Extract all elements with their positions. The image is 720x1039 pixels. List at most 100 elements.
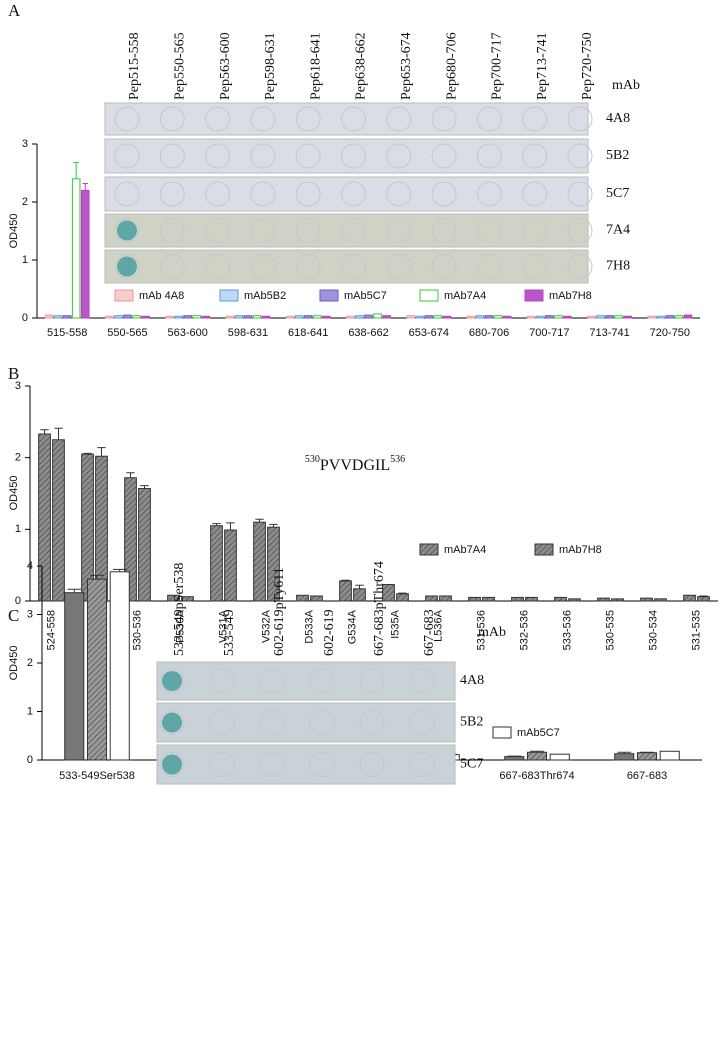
blot-well — [359, 752, 385, 777]
bar — [71, 178, 81, 319]
blot-well — [250, 143, 276, 169]
blot-strip — [156, 744, 456, 785]
bar — [614, 753, 635, 761]
blot-well — [567, 143, 593, 169]
blot-row-label: 4A8 — [460, 673, 484, 688]
x-tick-label: 618-641 — [288, 327, 328, 339]
blot-well — [209, 752, 235, 777]
error-bar — [341, 579, 350, 581]
error-bar — [212, 523, 221, 526]
bar — [636, 752, 658, 761]
x-tick-label: 532-536 — [518, 610, 530, 650]
blot-row-label: 5C7 — [460, 757, 483, 772]
blot-strip — [104, 176, 589, 212]
blot-well — [567, 106, 593, 132]
bar — [526, 751, 548, 761]
legend-swatch — [319, 289, 339, 302]
blot-column-label: Pep700-717 — [490, 32, 505, 100]
blot-row-label: 7A4 — [606, 223, 630, 238]
legend-label: mAb7H8 — [549, 290, 592, 302]
x-tick-label: 550-565 — [107, 327, 147, 339]
blot-well — [431, 181, 457, 207]
bar — [303, 315, 313, 319]
blot-well — [309, 710, 335, 735]
x-tick-label: 524-558 — [45, 610, 57, 650]
bar — [442, 315, 452, 319]
bar — [475, 315, 485, 319]
x-tick-label: 515-558 — [47, 327, 87, 339]
bar — [44, 314, 54, 319]
bar — [482, 596, 495, 602]
bar — [526, 315, 536, 319]
bar — [605, 315, 614, 319]
legend-swatch — [219, 289, 239, 302]
error-bar — [67, 588, 82, 593]
bar — [493, 315, 503, 319]
blot-well — [522, 181, 548, 207]
bar — [310, 595, 323, 602]
error-bar — [617, 751, 632, 754]
blot-well — [431, 254, 457, 279]
x-tick-label: 720-750 — [650, 327, 690, 339]
legend-swatch — [492, 726, 512, 739]
blot-well — [386, 181, 412, 207]
bar — [665, 315, 675, 319]
annotation-end: 536 — [390, 454, 405, 465]
bar — [210, 525, 223, 602]
x-tick-label: 700-717 — [529, 327, 569, 339]
blot-well — [114, 143, 140, 169]
blot-column-label: 533-549pSer538 — [172, 563, 187, 656]
y-axis-label: OD450 — [8, 214, 20, 249]
y-tick-label: 1 — [15, 523, 21, 535]
x-tick-label: 667-683Thr674 — [499, 770, 574, 782]
bar — [659, 750, 680, 761]
legend-label: mAb5B2 — [244, 290, 286, 302]
bar — [525, 596, 538, 602]
x-tick-label: 680-706 — [469, 327, 509, 339]
blot-strip — [104, 213, 589, 248]
legend-label: mAb7A4 — [444, 290, 486, 302]
bar — [611, 598, 624, 602]
blot-well — [341, 106, 366, 132]
blot-well — [567, 181, 593, 207]
blot-well — [386, 218, 412, 243]
y-tick-label: 0 — [22, 312, 28, 324]
error-bar — [90, 574, 104, 580]
bar — [201, 315, 211, 319]
bar — [596, 315, 605, 319]
error-bar — [54, 427, 63, 440]
x-tick-label: 530-535 — [604, 610, 616, 650]
bar — [623, 315, 632, 319]
bar — [192, 315, 202, 319]
blot-well — [205, 143, 231, 169]
blot-well — [250, 106, 276, 132]
y-tick-label: 3 — [22, 138, 28, 150]
blot-well — [259, 752, 285, 777]
y-tick-label: 2 — [27, 657, 33, 669]
blot-well — [250, 218, 276, 243]
blot-well — [159, 710, 185, 735]
bar — [86, 578, 108, 761]
x-tick-label: G534A — [346, 609, 358, 644]
bar — [132, 315, 141, 319]
error-bar — [699, 595, 708, 597]
blot-column-label: 533-549 — [222, 609, 237, 656]
blot-well — [476, 181, 502, 207]
y-tick-label: 1 — [27, 705, 33, 717]
blot-spot — [162, 712, 182, 733]
bar — [261, 315, 271, 319]
blot-column-label: Pep563-600 — [218, 32, 233, 100]
x-tick-label: 530-534 — [647, 610, 659, 650]
blot-well — [309, 668, 335, 694]
blot-row-label: 5B2 — [460, 715, 483, 730]
blot-well — [205, 254, 231, 279]
y-tick-label: 3 — [15, 380, 21, 392]
blot-well — [159, 181, 185, 207]
x-tick-label: V531A — [217, 609, 229, 643]
blot-column-label: Pep550-565 — [173, 32, 188, 100]
blot-well — [476, 218, 502, 243]
bar — [484, 315, 494, 319]
bar — [52, 439, 65, 602]
bar — [355, 315, 364, 319]
x-tick-label: D533A — [303, 609, 315, 643]
